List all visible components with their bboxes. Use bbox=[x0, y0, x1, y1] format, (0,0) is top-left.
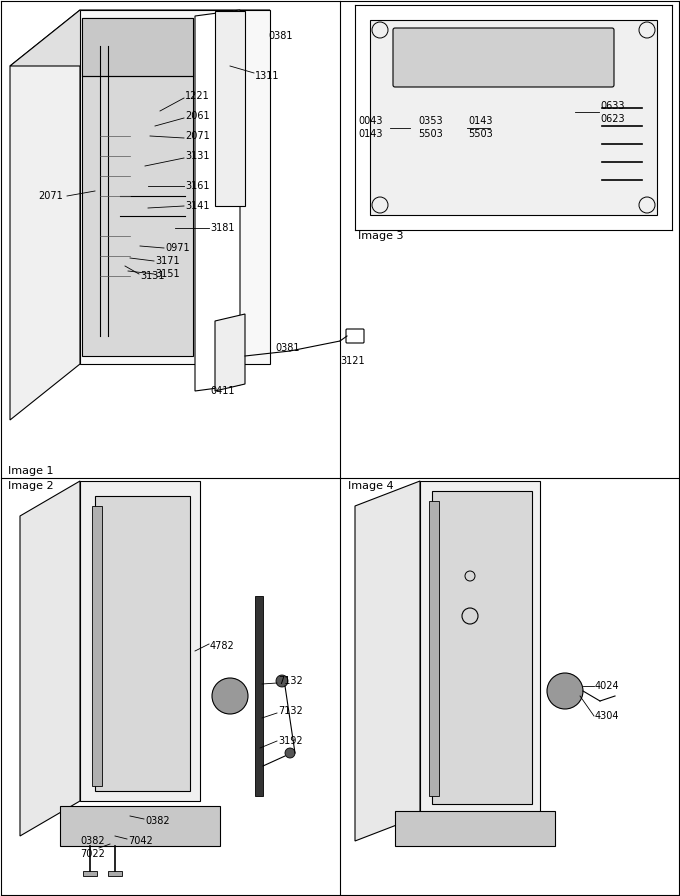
Polygon shape bbox=[215, 11, 245, 206]
Text: 7132: 7132 bbox=[278, 706, 303, 716]
Text: 5503: 5503 bbox=[418, 129, 443, 139]
Polygon shape bbox=[195, 10, 240, 391]
Bar bbox=[92, 506, 102, 786]
Text: 2061: 2061 bbox=[185, 111, 209, 121]
Text: 3192: 3192 bbox=[278, 736, 303, 746]
Circle shape bbox=[276, 675, 288, 687]
Text: 2071: 2071 bbox=[185, 131, 209, 141]
Polygon shape bbox=[10, 10, 270, 66]
Text: 4782: 4782 bbox=[210, 641, 235, 651]
Text: 0353: 0353 bbox=[418, 116, 443, 126]
Bar bbox=[429, 501, 439, 796]
Text: 0381: 0381 bbox=[268, 31, 292, 41]
Text: 7022: 7022 bbox=[80, 849, 105, 859]
Bar bbox=[255, 596, 263, 796]
Text: 0971: 0971 bbox=[165, 243, 190, 253]
Polygon shape bbox=[80, 481, 200, 801]
Text: 0623: 0623 bbox=[600, 114, 625, 124]
Text: 3131: 3131 bbox=[140, 271, 165, 281]
Text: 7042: 7042 bbox=[128, 836, 153, 846]
Polygon shape bbox=[432, 491, 532, 804]
Polygon shape bbox=[20, 481, 80, 836]
Text: 3151: 3151 bbox=[155, 269, 180, 279]
Text: 3141: 3141 bbox=[185, 201, 209, 211]
Text: 0382: 0382 bbox=[145, 816, 169, 826]
Text: 0143: 0143 bbox=[468, 116, 492, 126]
Circle shape bbox=[212, 678, 248, 714]
FancyBboxPatch shape bbox=[393, 28, 614, 87]
Text: 2071: 2071 bbox=[38, 191, 63, 201]
Polygon shape bbox=[420, 481, 540, 816]
Text: 0633: 0633 bbox=[600, 101, 624, 111]
Polygon shape bbox=[395, 811, 555, 846]
Polygon shape bbox=[60, 806, 220, 846]
Polygon shape bbox=[355, 481, 420, 841]
Text: 0043: 0043 bbox=[358, 116, 382, 126]
Polygon shape bbox=[370, 20, 657, 215]
Circle shape bbox=[285, 748, 295, 758]
Text: Image 2: Image 2 bbox=[8, 481, 54, 491]
Polygon shape bbox=[82, 18, 193, 76]
Text: 3181: 3181 bbox=[210, 223, 235, 233]
Text: Image 1: Image 1 bbox=[8, 466, 54, 476]
Text: 3161: 3161 bbox=[185, 181, 209, 191]
Text: Image 4: Image 4 bbox=[348, 481, 394, 491]
Polygon shape bbox=[215, 314, 245, 391]
Text: 4024: 4024 bbox=[595, 681, 619, 691]
Polygon shape bbox=[10, 10, 80, 420]
Text: 4304: 4304 bbox=[595, 711, 619, 721]
Text: 0143: 0143 bbox=[358, 129, 382, 139]
Text: Image 3: Image 3 bbox=[358, 231, 403, 241]
Text: 1221: 1221 bbox=[185, 91, 209, 101]
Text: 0381: 0381 bbox=[275, 343, 299, 353]
Text: 5503: 5503 bbox=[468, 129, 493, 139]
Polygon shape bbox=[82, 18, 193, 356]
Text: 3131: 3131 bbox=[185, 151, 209, 161]
Text: 1311: 1311 bbox=[255, 71, 279, 81]
Circle shape bbox=[547, 673, 583, 709]
FancyBboxPatch shape bbox=[346, 329, 364, 343]
Text: 7132: 7132 bbox=[278, 676, 303, 686]
Text: 0411: 0411 bbox=[210, 386, 235, 396]
Text: 3171: 3171 bbox=[155, 256, 180, 266]
Polygon shape bbox=[80, 10, 270, 364]
Text: 3121: 3121 bbox=[340, 356, 364, 366]
Bar bbox=[83, 871, 97, 876]
Text: 0382: 0382 bbox=[80, 836, 105, 846]
Polygon shape bbox=[95, 496, 190, 791]
Bar bbox=[108, 871, 122, 876]
